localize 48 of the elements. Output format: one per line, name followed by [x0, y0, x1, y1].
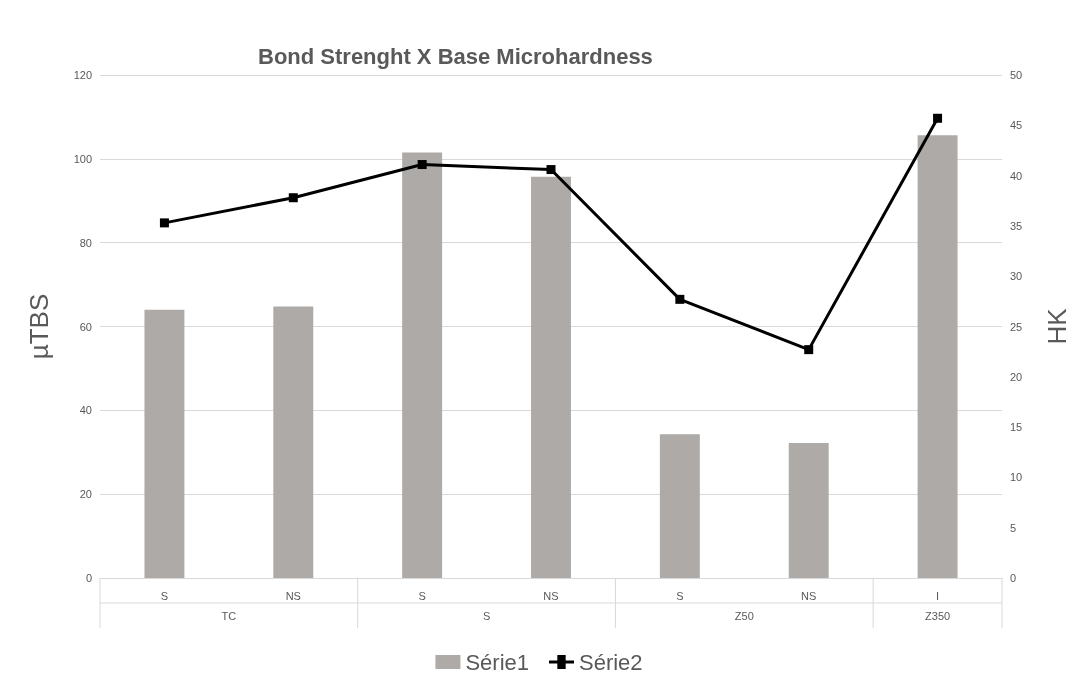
y2-tick-label: 10	[1010, 471, 1023, 484]
bar	[917, 135, 958, 578]
point	[804, 345, 814, 355]
point	[933, 113, 943, 123]
text: TC	[221, 610, 237, 622]
x-tick-label: I	[936, 589, 940, 602]
y-tick-label: 100	[73, 152, 92, 165]
point	[288, 193, 298, 203]
x-tick-label: NS	[543, 589, 559, 602]
y-tick-label: 60	[79, 320, 92, 333]
text: Z50	[734, 610, 754, 622]
y-tick-label: 80	[79, 236, 92, 249]
y-axis-title: µTBS	[24, 293, 54, 360]
y-tick-label: 40	[79, 404, 92, 417]
y2-axis-title: HK	[1042, 307, 1072, 345]
bar	[659, 434, 700, 578]
y2-tick-label: 40	[1010, 169, 1023, 182]
y-tick-label: 120	[73, 69, 92, 81]
y2-tick-label: 15	[1010, 421, 1023, 434]
y2-tick-label: 25	[1010, 320, 1023, 333]
bar	[788, 443, 829, 578]
y2-tick-label: 45	[1010, 119, 1023, 132]
point	[159, 218, 169, 228]
y2-tick-label: 5	[1010, 521, 1017, 534]
x-tick-label: S	[418, 589, 426, 602]
legend-label: Série1	[465, 649, 529, 675]
legend-label: Série2	[579, 649, 643, 675]
y2-tick-label: 0	[1010, 572, 1017, 584]
y2-tick-label: 50	[1010, 69, 1023, 81]
y2-tick-label: 35	[1010, 219, 1023, 232]
text: S	[482, 610, 491, 622]
x-tick-label: NS	[801, 589, 817, 602]
y2-tick-label: 30	[1010, 270, 1023, 283]
chart-title: Bond Strenght X Base Microhardness	[258, 43, 653, 69]
bar	[144, 309, 185, 578]
x-tick-label: NS	[285, 589, 301, 602]
y-tick-label: 0	[85, 572, 92, 584]
bar	[531, 176, 571, 578]
bar	[402, 152, 443, 578]
point	[675, 294, 685, 304]
point	[546, 165, 556, 175]
x-tick-label: S	[676, 589, 684, 602]
text: Z350	[925, 610, 951, 622]
x-tick-label: S	[160, 589, 169, 602]
bar	[273, 306, 314, 578]
y2-tick-label: 20	[1010, 370, 1023, 383]
y-tick-label: 20	[79, 488, 92, 501]
point	[417, 160, 427, 170]
